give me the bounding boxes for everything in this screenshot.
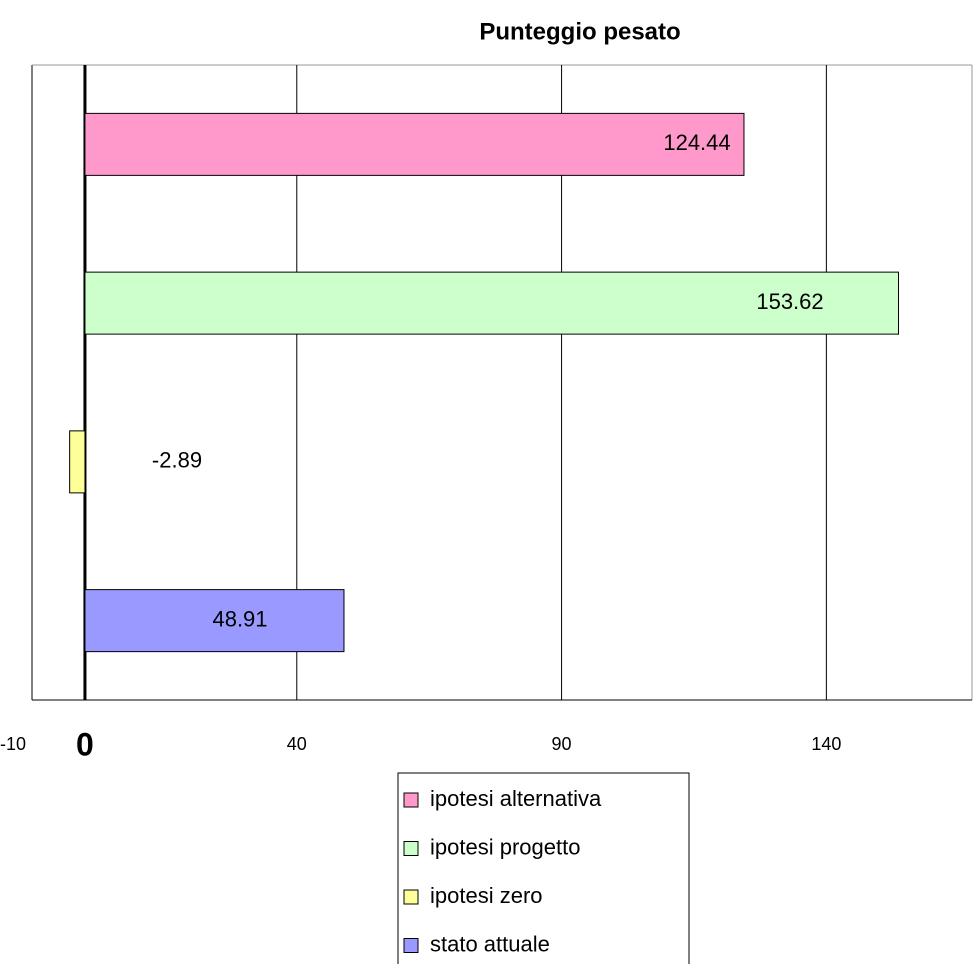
bar: [84, 589, 345, 653]
legend-box: [397, 772, 690, 964]
legend-label: ipotesi zero: [430, 883, 543, 908]
data-label: 48.91: [212, 606, 267, 631]
x-tick-label: 0: [76, 726, 94, 762]
data-label: 153.62: [756, 289, 823, 314]
bar: [84, 112, 745, 176]
bar: [84, 271, 899, 335]
legend-swatch: [403, 841, 419, 856]
x-tick-label: 90: [552, 734, 572, 754]
x-tick-label: 40: [287, 734, 307, 754]
x-tick-label: 140: [811, 734, 841, 754]
data-label: -2.89: [152, 448, 202, 473]
chart-title: Punteggio pesato: [479, 18, 680, 45]
legend-swatch: [403, 792, 419, 808]
bar: [69, 430, 86, 494]
x-tick-label: -10: [0, 734, 26, 754]
legend-label: stato attuale: [430, 931, 550, 956]
legend-label: ipotesi alternativa: [430, 786, 602, 811]
legend-swatch: [403, 938, 419, 953]
data-label: 124.44: [663, 130, 730, 155]
legend-swatch: [403, 889, 419, 905]
legend-label: ipotesi progetto: [430, 834, 580, 859]
